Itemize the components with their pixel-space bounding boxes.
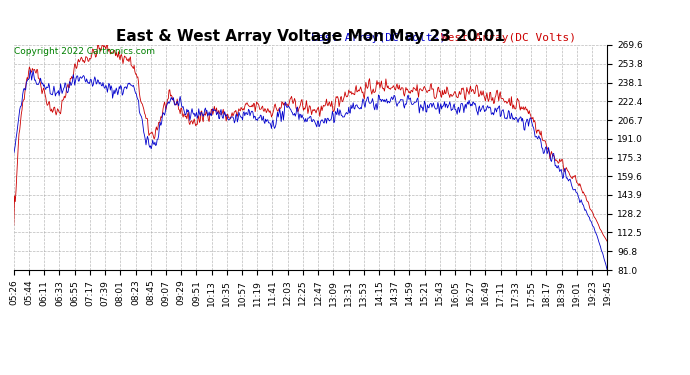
Title: East & West Array Voltage Mon May 23 20:01: East & West Array Voltage Mon May 23 20:… [116, 29, 505, 44]
Text: East Array(DC Volts): East Array(DC Volts) [310, 33, 446, 43]
Text: West Array(DC Volts): West Array(DC Volts) [441, 33, 576, 43]
Text: Copyright 2022 Cartronics.com: Copyright 2022 Cartronics.com [14, 47, 155, 56]
